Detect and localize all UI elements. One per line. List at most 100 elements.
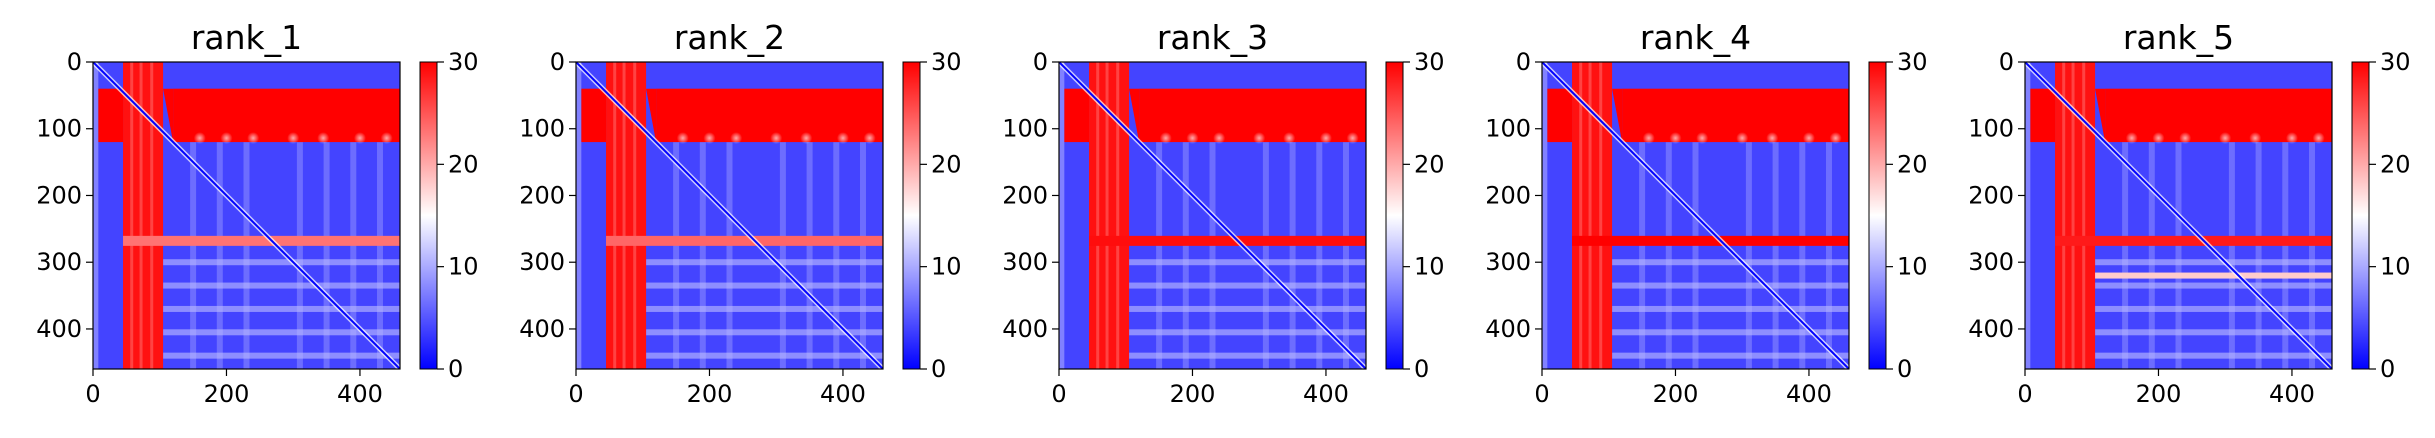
x-tick-label: 0: [85, 380, 100, 408]
colorbar-tick-label: 10: [2380, 253, 2411, 281]
heatmap-row-stripe: [606, 235, 883, 246]
heatmap-column-streak: [1096, 62, 1100, 369]
heatmap-left-band: [2030, 88, 2056, 143]
y-tick-label: 0: [1516, 48, 1531, 76]
heatmap-band-blob: [1283, 132, 1296, 145]
heatmap-band-blob: [1766, 132, 1779, 145]
colorbar-tick-label: 20: [931, 150, 962, 178]
x-tick-label: 400: [1786, 380, 1832, 408]
colorbar: [902, 61, 921, 370]
heatmap-faint-row: [1129, 352, 1366, 359]
heatmap-faint-col: [779, 142, 786, 369]
heatmap-edge-strip: [1059, 62, 1065, 369]
heatmap-image: [1059, 62, 1366, 369]
axes-frame: [1058, 61, 1367, 370]
heatmap-band-blob: [287, 132, 300, 145]
heatmap-band-blob: [1319, 132, 1332, 145]
heatmap-faint-col: [1342, 142, 1349, 369]
heatmap-band-blob: [2285, 132, 2298, 145]
heatmap-faint-row: [163, 305, 400, 312]
heatmap-image: [576, 62, 883, 369]
heatmap-corner-fill: [163, 88, 174, 143]
heatmap-faint-row: [646, 259, 883, 266]
heatmap-band-blob: [2249, 132, 2262, 145]
heatmap-faint-row: [163, 352, 400, 359]
heatmap-band-blob: [2152, 132, 2165, 145]
heatmap-faint-row: [163, 259, 400, 266]
heatmap-column-streak: [2082, 62, 2086, 369]
heatmap-band-blob: [1696, 132, 1709, 145]
heatmap-extra-stripe: [2095, 272, 2332, 279]
heatmap-column-streak: [633, 62, 637, 369]
heatmap-faint-col: [1665, 142, 1672, 369]
colorbar: [1385, 61, 1404, 370]
heatmap-row-stripe: [2055, 235, 2332, 246]
heatmap-faint-col: [2282, 142, 2289, 369]
heatmap-faint-col: [216, 142, 223, 369]
heatmap-band-blob: [317, 132, 330, 145]
y-tick-label: 200: [1485, 181, 1531, 209]
y-tick-label: 400: [519, 315, 565, 343]
heatmap-band-blob: [770, 132, 783, 145]
heatmap-faint-row: [1612, 305, 1849, 312]
y-tick-label: 300: [1968, 248, 2014, 276]
y-tick-label: 400: [1968, 315, 2014, 343]
y-tick-label: 400: [36, 315, 82, 343]
heatmap-faint-col: [323, 142, 330, 369]
y-tick-label: 0: [67, 48, 82, 76]
colorbar-tick-label: 0: [931, 355, 946, 383]
x-tick-label: 0: [1534, 380, 1549, 408]
heatmap-column-band: [1572, 62, 1613, 369]
heatmap-panel: rank_3 0 200 400 0 100 200 300 400 0 10 20 30: [1002, 18, 1445, 408]
x-tick-label: 200: [1653, 380, 1699, 408]
heatmap-faint-col: [859, 142, 866, 369]
y-tick-label: 0: [1999, 48, 2014, 76]
heatmap-column-band: [123, 62, 164, 369]
x-tick-label: 0: [1051, 380, 1066, 408]
heatmap-image: [93, 62, 400, 369]
heatmap-faint-row: [163, 329, 400, 336]
heatmap-band-blob: [247, 132, 260, 145]
heatmap-left-band: [581, 88, 607, 143]
y-tick-label: 200: [36, 181, 82, 209]
colorbar-tick-label: 20: [2380, 150, 2411, 178]
heatmap-row-stripe: [1089, 235, 1366, 246]
heatmap-faint-col: [1692, 142, 1699, 369]
heatmap-corner-fill: [2095, 88, 2106, 143]
heatmap-faint-row: [1129, 305, 1366, 312]
heatmap-faint-col: [1772, 142, 1779, 369]
heatmap-faint-col: [376, 142, 383, 369]
heatmap-column-streak: [1579, 62, 1583, 369]
colorbar-tick-label: 10: [931, 253, 962, 281]
heatmap-faint-row: [1129, 329, 1366, 336]
chart-title: rank_2: [674, 18, 785, 57]
heatmap-faint-row: [2095, 329, 2332, 336]
heatmap-band-blob: [353, 132, 366, 145]
colorbar: [419, 61, 438, 370]
heatmap-faint-row: [1612, 329, 1849, 336]
heatmap-band-blob: [380, 132, 393, 145]
heatmap-faint-col: [1289, 142, 1296, 369]
heatmap-faint-row: [646, 352, 883, 359]
y-tick-label: 400: [1485, 315, 1531, 343]
colorbar-tick-label: 20: [1414, 150, 1445, 178]
heatmap-faint-col: [833, 142, 840, 369]
heatmap-band-blob: [2125, 132, 2138, 145]
heatmap-faint-row: [1129, 259, 1366, 266]
y-tick-label: 0: [1033, 48, 1048, 76]
heatmap-faint-row: [646, 305, 883, 312]
axes-frame: [575, 61, 884, 370]
heatmap-corner-fill: [646, 88, 657, 143]
chart-title: rank_1: [191, 18, 302, 57]
heatmap-faint-col: [1825, 142, 1832, 369]
heatmap-column-band: [1089, 62, 1130, 369]
heatmap-column-streak: [1599, 62, 1603, 369]
heatmap-faint-col: [2175, 142, 2182, 369]
heatmap-panel: rank_2 0 200 400 0 100 200 300 400 0 10 20 30: [519, 18, 962, 408]
heatmap-faint-col: [726, 142, 733, 369]
heatmap-faint-row: [2095, 305, 2332, 312]
heatmap-left-band: [1064, 88, 1090, 143]
heatmap-faint-col: [1799, 142, 1806, 369]
y-tick-label: 400: [1002, 315, 1048, 343]
heatmap-diagonal: [93, 62, 400, 369]
